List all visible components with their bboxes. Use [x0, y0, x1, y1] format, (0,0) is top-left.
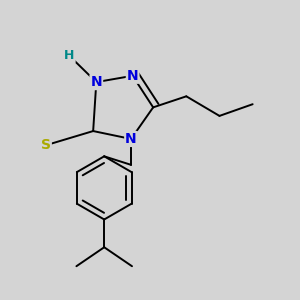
- Text: S: S: [41, 138, 51, 152]
- Text: N: N: [91, 75, 102, 89]
- Text: N: N: [127, 69, 138, 83]
- Text: N: N: [125, 132, 137, 146]
- Text: H: H: [64, 50, 75, 62]
